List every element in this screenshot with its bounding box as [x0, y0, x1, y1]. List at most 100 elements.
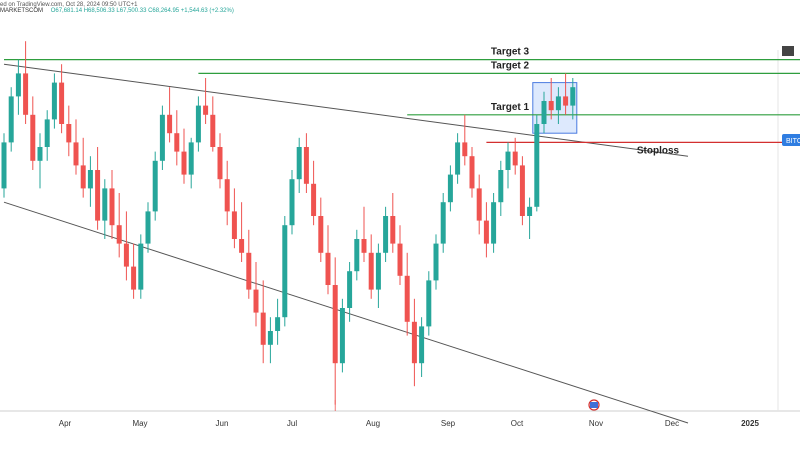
candle-body [289, 179, 295, 226]
candle-body [303, 147, 309, 184]
level-label-1: Target 3 [491, 47, 530, 58]
level-label-2: Target 2 [491, 60, 530, 71]
candle-body [116, 225, 122, 244]
consolidation-box [532, 82, 578, 134]
candle-body [491, 202, 497, 244]
candle-body [498, 170, 504, 203]
candle-body [282, 225, 288, 318]
candle-body [397, 243, 403, 276]
candle-body [73, 142, 79, 166]
candle-body [354, 239, 360, 272]
candle-body [267, 331, 273, 345]
candle-body [23, 73, 29, 115]
candle-body [138, 243, 144, 290]
candle-body [239, 239, 245, 253]
candle-body [447, 174, 453, 203]
candle-body [188, 142, 194, 175]
x-tick-label: Aug [366, 419, 380, 428]
candle-body [44, 119, 50, 147]
candle-body [109, 188, 115, 226]
symbol-label: MARKETSCOM [0, 8, 44, 14]
candle-body [476, 188, 482, 221]
candle-body [383, 216, 389, 253]
level-label-3: Target 1 [491, 102, 530, 113]
candle-body [375, 252, 381, 290]
channel-lower-line [3, 201, 689, 424]
candle-body [361, 239, 367, 253]
candle-body [311, 183, 317, 216]
x-tick-label: Nov [589, 419, 603, 428]
candle-body [390, 216, 396, 244]
x-tick-label: Sep [441, 419, 456, 428]
candle-body [203, 105, 209, 115]
candle-body [541, 101, 547, 124]
candle-body [87, 170, 93, 189]
candle-body [296, 147, 302, 180]
candle-body [15, 73, 21, 97]
candle-body [80, 165, 86, 189]
x-tick-label: Jun [216, 419, 229, 428]
candle-body [534, 124, 540, 207]
candle-body [469, 156, 475, 189]
candle-body [368, 252, 374, 290]
candle-body [152, 160, 158, 212]
candle-body [210, 114, 216, 147]
candle-body [275, 317, 281, 331]
x-tick-label: Apr [59, 419, 72, 428]
candle-body [59, 82, 65, 124]
x-tick-label: Dec [665, 419, 679, 428]
candle-body [570, 87, 576, 106]
candle-body [51, 82, 57, 120]
candle-body [159, 114, 165, 161]
candle-body [419, 326, 425, 364]
candle-body [246, 252, 252, 290]
x-tick-label: Oct [511, 419, 524, 428]
x-tick-label: May [132, 419, 147, 428]
candle-body [131, 266, 137, 290]
published-note: ed on TradingView.com, Oct 28, 2024 09:5… [0, 2, 138, 8]
candle-body [30, 114, 36, 161]
candle-body [505, 151, 511, 170]
candle-body [519, 165, 525, 216]
price-badge [782, 134, 800, 146]
candle-body [455, 142, 461, 175]
candle-body [462, 142, 468, 157]
candle-body [253, 289, 259, 313]
candle-body [325, 252, 331, 285]
candle-body [217, 147, 223, 180]
channel-upper-line [3, 63, 689, 157]
ohlc-readout: O67,681.14 H68,506.33 L67,500.33 C68,264… [50, 8, 234, 14]
candle-body [123, 243, 129, 267]
candle-body [1, 142, 7, 189]
candle-body [339, 308, 345, 364]
candle-body [260, 312, 266, 345]
x-tick-label: 2025 [741, 419, 759, 428]
candle-body [404, 275, 410, 322]
candle-body [95, 170, 101, 221]
candle-body [174, 133, 180, 152]
candle-body [433, 243, 439, 281]
candle-body [102, 188, 108, 221]
scale-marker-icon [782, 46, 794, 56]
candle-body [411, 321, 417, 364]
price-badge-label: BITC [786, 138, 800, 145]
chart-header: ed on TradingView.com, Oct 28, 2024 09:5… [0, 2, 236, 14]
level-label-4: Stoploss [637, 145, 680, 156]
candle-body [37, 147, 43, 161]
candle-body [8, 96, 14, 143]
candle-body [167, 114, 173, 134]
candle-body [231, 211, 237, 239]
candle-body [347, 271, 353, 308]
candle-body [563, 96, 569, 106]
candle-body [483, 220, 489, 244]
candle-body [195, 105, 201, 143]
candle-body [555, 96, 561, 111]
x-tick-label: Jul [287, 419, 297, 428]
candle-body [145, 211, 151, 244]
candle-body [318, 216, 324, 253]
candle-body [66, 124, 72, 143]
candle-body [527, 206, 533, 216]
candle-body [426, 280, 432, 327]
candle-body [332, 285, 338, 364]
